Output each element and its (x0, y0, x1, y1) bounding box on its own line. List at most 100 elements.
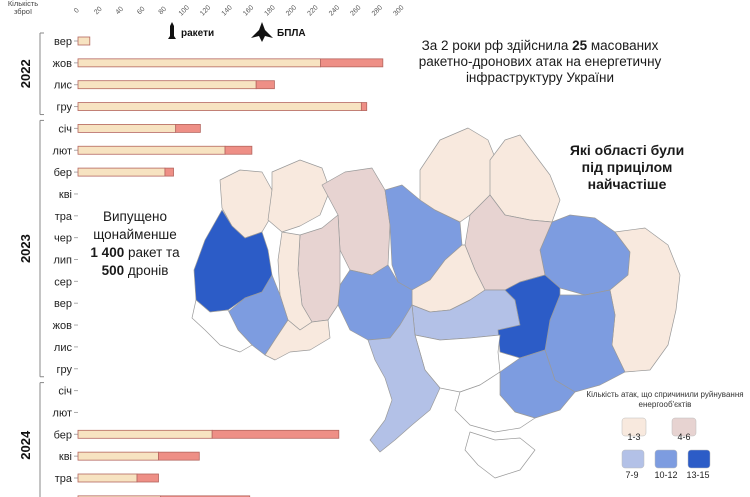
launched-drones: 500 дронів (70, 262, 200, 280)
x-tick-label: 240 (328, 4, 341, 17)
month-label: лис (54, 342, 73, 354)
month-label: тра (55, 211, 73, 223)
month-label: бер (54, 429, 72, 441)
legend-swatch (654, 449, 678, 469)
bar-rockets (77, 451, 159, 461)
x-tick-label: 120 (199, 4, 212, 17)
series-label-drones: БПЛА (277, 28, 306, 39)
headline: За 2 роки рф здійснила 25 масованих раке… (395, 38, 685, 86)
series-label-rockets: ракети (181, 28, 214, 39)
x-tick-label: 140 (221, 4, 234, 17)
oblast-chernivtsi (264, 319, 331, 361)
legend-label: 7-9 (625, 470, 638, 480)
legend-swatch (671, 417, 697, 437)
drones-word: дронів (124, 263, 169, 278)
x-tick-label: 0 (73, 7, 81, 15)
launched-rockets: 1 400 ракет та (70, 244, 200, 262)
month-label: кві (59, 451, 72, 463)
x-tick-label: 200 (285, 4, 298, 17)
map-title-line2: під прицілом (581, 159, 673, 175)
oblast-volyn (219, 169, 273, 239)
month-label: жов (53, 320, 72, 332)
x-tick-label: 80 (158, 6, 169, 17)
drone-icon (251, 22, 273, 42)
month-label: вер (54, 298, 72, 310)
month-label: вер (54, 36, 72, 48)
month-label: кві (59, 189, 72, 201)
launched-line2: щонайменше (93, 227, 177, 242)
x-tick-label: 40 (115, 6, 126, 17)
bar-drones (211, 429, 340, 439)
bar-rockets (77, 495, 162, 497)
month-label: жов (53, 58, 72, 70)
launched-line1: Випущено (102, 209, 168, 224)
month-label: січ (58, 386, 72, 398)
bar-drones (136, 473, 159, 483)
year-label: 2024 (18, 430, 33, 460)
oblast-khmelnytskyi (297, 214, 341, 323)
x-axis: 0 20 40 60 80 100 120 140 160 180 200 220 240 260 280 3… (73, 4, 406, 17)
rocket-icon (168, 22, 176, 39)
oblast-kherson (454, 371, 536, 433)
headline-part1: За 2 роки рф здійснила (421, 38, 573, 53)
month-label: тра (55, 473, 73, 485)
x-tick-label: 60 (136, 6, 147, 17)
bar-rockets (77, 102, 362, 111)
x-tick-label: 160 (242, 4, 255, 17)
legend-swatch (621, 449, 645, 469)
bar-drones (158, 451, 200, 461)
bar-drones (320, 58, 384, 68)
legend-label: 4-6 (677, 432, 690, 442)
legend-label: 1-3 (627, 432, 640, 442)
x-tick-label: 100 (178, 4, 191, 17)
ukraine-map (191, 127, 681, 479)
month-label: сер (54, 276, 72, 288)
oblast-zakarpattia (191, 299, 253, 353)
bar-rockets (77, 36, 91, 46)
month-label: чер (54, 495, 72, 497)
series-legend: ракети БПЛА (168, 22, 306, 42)
month-label: бер (54, 167, 72, 179)
month-label: гру (56, 102, 72, 114)
x-tick-label: 220 (306, 4, 319, 17)
month-label: лют (53, 407, 72, 419)
bar-drones (360, 102, 368, 111)
rockets-word: ракет та (124, 245, 180, 260)
bar-drones (255, 80, 275, 90)
legend-swatch (687, 449, 711, 469)
bar-rockets (77, 429, 213, 439)
month-label: лип (53, 255, 72, 267)
year-label: 2022 (18, 59, 33, 88)
map-title-line3: найчастіше (587, 176, 667, 192)
map-title: Які області були під прицілом найчастіше (552, 142, 702, 193)
bar-rockets (77, 145, 226, 155)
map-legend-title: Кількість атак, що спричинили руйнування… (586, 390, 744, 409)
legend-swatch (621, 417, 647, 437)
bars: вер жов лис гру січ лют бер кві тра чер лип сер вер ж… (18, 32, 384, 497)
oblast-luhansk (609, 227, 681, 373)
map-title-line1: Які області були (569, 142, 685, 158)
map-legend: 1-3 4-6 7-9 10-12 13-15 (621, 417, 711, 480)
bar-rockets (77, 58, 321, 68)
legend-label: 13-15 (686, 470, 709, 480)
x-tick-label: 20 (93, 6, 104, 17)
month-label: гру (56, 364, 72, 376)
drone-shape (251, 22, 273, 42)
bar-rockets (77, 80, 257, 90)
month-label: лют (53, 145, 72, 157)
x-tick-label: 280 (371, 4, 384, 17)
launched-summary: Випущено щонайменше 1 400 ракет та 500 д… (70, 208, 200, 280)
rocket-shape (168, 22, 176, 39)
bar-rockets (77, 124, 177, 133)
drones-count: 500 (101, 263, 125, 278)
x-tick-label: 300 (392, 4, 405, 17)
bar-drones (224, 145, 253, 155)
oblast-crimea (464, 431, 536, 479)
headline-count: 25 (572, 38, 588, 53)
month-label: лис (54, 80, 73, 92)
oblast-rivne (267, 159, 331, 233)
x-tick-label: 260 (349, 4, 362, 17)
month-label: січ (58, 123, 72, 135)
rockets-count: 1 400 (90, 245, 125, 260)
